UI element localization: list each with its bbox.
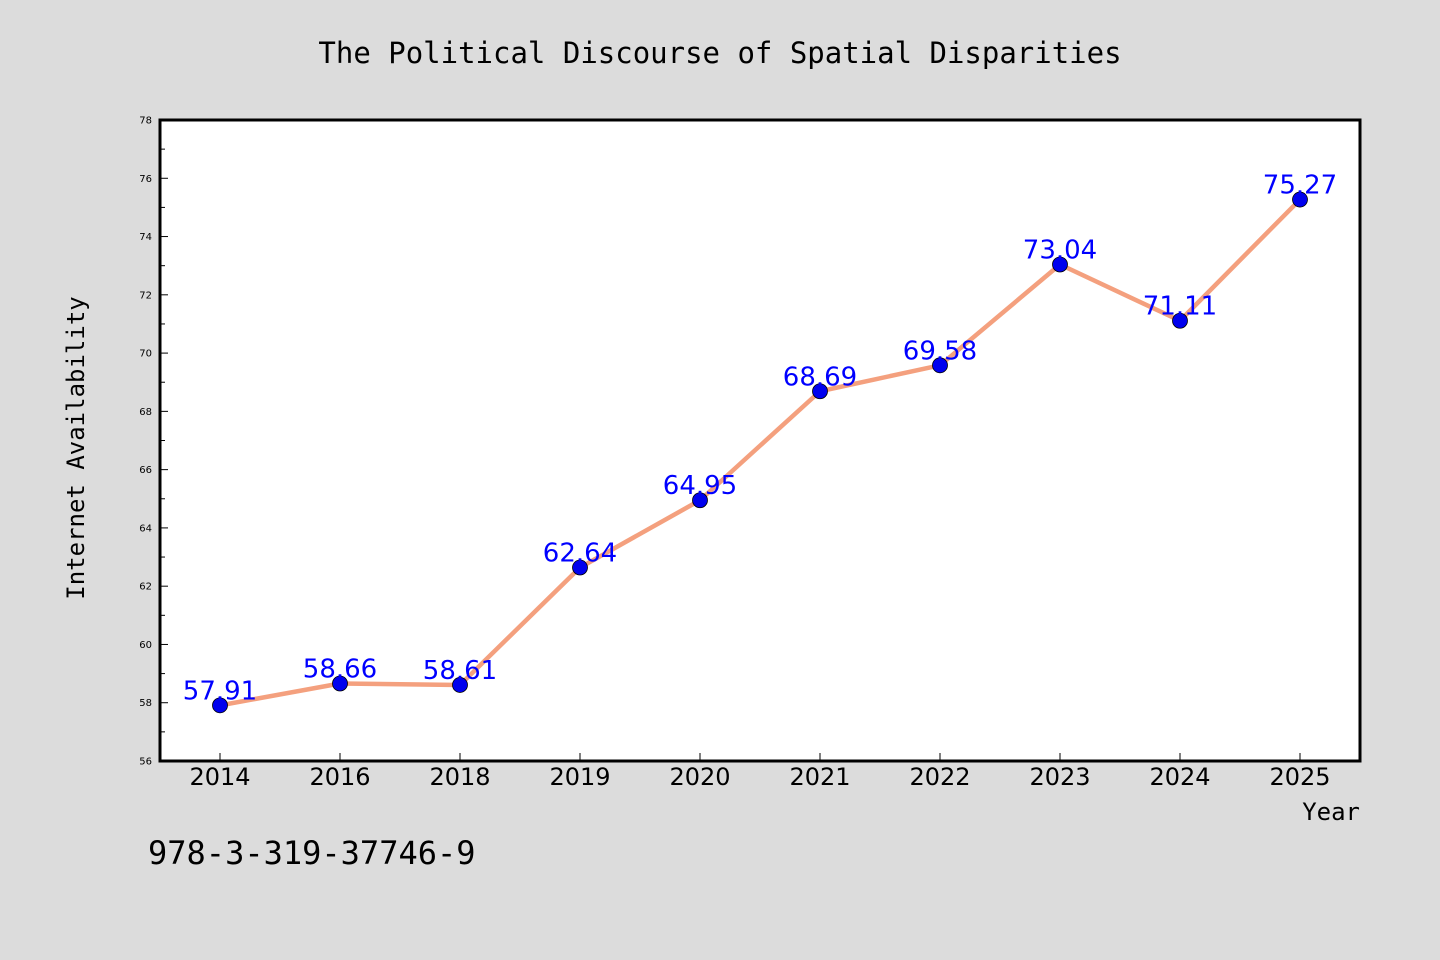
data-point <box>572 559 588 576</box>
isbn-text: 978-3-319-37746-9 <box>148 834 476 872</box>
x-tick-label: 2020 <box>669 763 730 791</box>
x-tick-label: 2018 <box>429 763 490 791</box>
data-point <box>812 383 828 400</box>
y-tick-label: 74 <box>139 232 152 243</box>
y-axis-label: Internet Availability <box>62 296 90 599</box>
y-tick-label: 60 <box>139 640 152 651</box>
y-tick-label: 76 <box>139 174 152 185</box>
y-tick-label: 66 <box>139 465 152 476</box>
x-axis-label: Year <box>1302 798 1360 826</box>
data-value-label: 68.69 <box>783 362 857 392</box>
x-tick-label: 2014 <box>189 763 250 791</box>
y-tick-label: 70 <box>139 349 152 360</box>
data-value-label: 69.58 <box>903 336 977 366</box>
x-axis: 2014 2016 2018 2019 2020 2021 2022 2023 2024 2025 <box>189 753 1331 791</box>
plot-area <box>158 118 1362 763</box>
series-line <box>217 197 1303 708</box>
y-tick-label: 58 <box>139 698 152 709</box>
data-value-label: 58.66 <box>303 654 377 684</box>
data-point <box>212 697 228 714</box>
data-value-label: 75.27 <box>1263 171 1337 201</box>
data-value-label: 62.64 <box>543 539 617 569</box>
x-tick-label: 2022 <box>909 763 970 791</box>
data-value-label: 58.61 <box>423 656 497 686</box>
series-layer <box>212 191 1308 714</box>
data-label-layer: 57.91 58.66 58.61 62.64 64.95 68.69 69.58 73.04… <box>183 171 1337 707</box>
y-tick-label: 62 <box>139 582 152 593</box>
y-tick-label: 72 <box>139 290 152 301</box>
y-axis: 56 58 60 62 64 66 68 70 72 74 76 78 <box>139 116 168 768</box>
y-tick-label: 78 <box>139 116 152 127</box>
x-tick-label: 2023 <box>1029 763 1090 791</box>
y-tick-label: 64 <box>139 523 152 534</box>
y-tick-label: 56 <box>139 757 152 768</box>
data-point <box>332 675 348 692</box>
data-point <box>692 492 708 509</box>
x-tick-label: 2025 <box>1269 763 1330 791</box>
x-tick-label: 2016 <box>309 763 370 791</box>
data-value-label: 71.11 <box>1143 292 1217 322</box>
data-value-label: 73.04 <box>1023 236 1097 266</box>
x-tick-label: 2019 <box>549 763 610 791</box>
data-point <box>452 677 468 693</box>
data-point <box>1292 191 1308 208</box>
x-tick-label: 2024 <box>1149 763 1210 791</box>
data-point <box>1172 312 1188 329</box>
chart-title: The Political Discourse of Spatial Dispa… <box>318 36 1121 70</box>
y-tick-label: 68 <box>139 407 152 418</box>
data-value-label: 57.91 <box>183 676 257 706</box>
x-tick-label: 2021 <box>789 763 850 791</box>
data-point <box>1052 256 1068 273</box>
data-point <box>932 357 948 374</box>
data-value-label: 64.95 <box>663 471 737 501</box>
